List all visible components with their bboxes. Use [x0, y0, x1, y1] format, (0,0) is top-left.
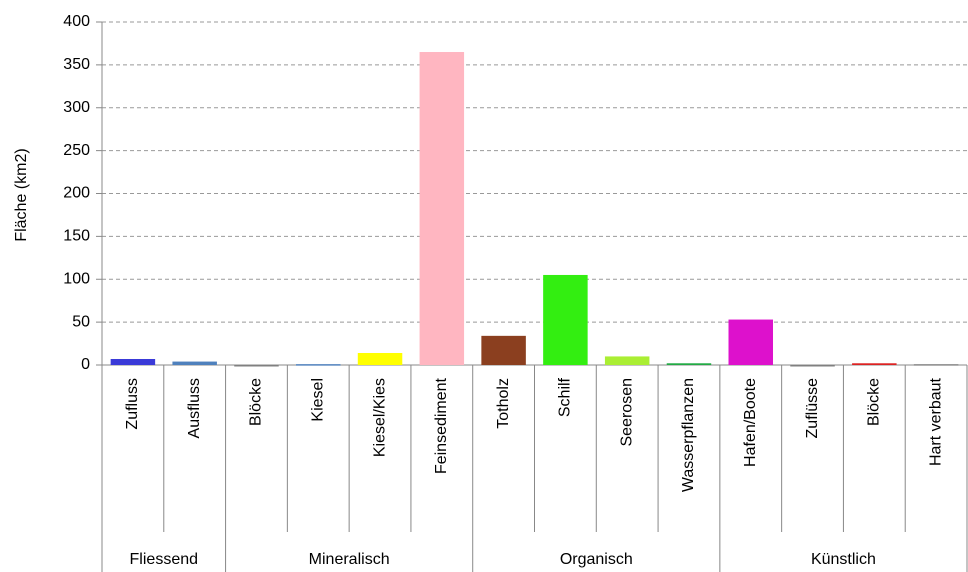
- group-label: Künstlich: [811, 551, 876, 568]
- bar: [728, 319, 773, 365]
- bar: [852, 363, 897, 365]
- bar: [234, 365, 279, 367]
- bar: [790, 365, 835, 367]
- bar: [419, 52, 465, 365]
- x-tick-label: Feinsediment: [433, 377, 450, 474]
- x-tick-label: Ausfluss: [186, 378, 203, 438]
- x-tick-label: Schilf: [557, 377, 574, 417]
- group-label: Mineralisch: [309, 551, 390, 568]
- bar: [913, 364, 959, 366]
- x-tick-label: Kiesel: [309, 378, 326, 422]
- y-tick-label: 100: [63, 270, 90, 287]
- x-tick-label: Zufluss: [124, 378, 141, 430]
- bar: [481, 335, 526, 365]
- x-tick-label: Seerosen: [618, 378, 635, 447]
- group-label: Fliessend: [130, 551, 198, 568]
- bar: [357, 352, 403, 365]
- y-tick-label: 50: [72, 313, 90, 330]
- group-label: Organisch: [560, 551, 633, 568]
- y-tick-label: 350: [63, 56, 90, 73]
- y-tick-label: 300: [63, 99, 90, 116]
- x-tick-label: Hafen/Boote: [742, 378, 759, 467]
- x-tick-label: Kiesel/Kies: [371, 378, 388, 457]
- y-tick-label: 150: [63, 228, 90, 245]
- x-tick-label: Wasserpflanzen: [680, 378, 697, 492]
- bar: [110, 358, 156, 365]
- y-tick-label: 0: [81, 356, 90, 373]
- x-tick-label: Blöcke: [866, 378, 883, 426]
- y-tick-label: 200: [63, 185, 90, 202]
- y-tick-label: 250: [63, 142, 90, 159]
- bar: [543, 274, 588, 365]
- x-tick-label: Totholz: [495, 378, 512, 429]
- x-tick-label: Hart verbaut: [927, 377, 944, 466]
- bar: [296, 364, 341, 366]
- x-tick-label: Zuflüsse: [804, 378, 821, 439]
- y-axis-label: Fläche (km2): [13, 148, 30, 241]
- y-tick-label: 400: [63, 13, 90, 30]
- x-tick-label: Blöcke: [248, 378, 265, 426]
- bar: [172, 361, 217, 365]
- bar: [666, 363, 712, 365]
- bar: [604, 356, 650, 365]
